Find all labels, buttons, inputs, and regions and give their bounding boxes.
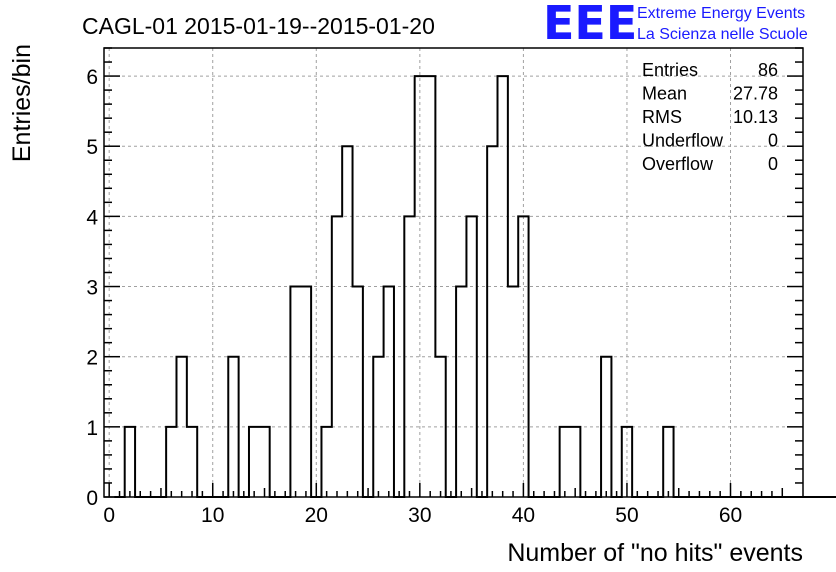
axis-ticks: [104, 47, 803, 498]
histogram-bin: [415, 76, 425, 497]
stats-value: 27.78: [733, 84, 778, 104]
stats-value: 0: [768, 131, 778, 151]
stats-value: 0: [768, 154, 778, 174]
stats-value: 10.13: [733, 107, 778, 127]
stats-label: RMS: [642, 107, 682, 127]
x-axis-title: Number of "no hits" events: [507, 539, 803, 567]
histogram-bin: [435, 357, 445, 497]
histogram-bin: [570, 427, 580, 497]
histogram-bin: [321, 427, 331, 497]
logo-line-1: Extreme Energy Events: [637, 5, 805, 22]
histogram-bin: [301, 287, 311, 497]
chart-title: CAGL-01 2015-01-19--2015-01-20: [82, 13, 435, 39]
x-tick-label: 0: [103, 504, 115, 527]
stats-value: 86: [758, 60, 778, 80]
y-tick-label: 0: [86, 487, 98, 510]
histogram-bin: [176, 357, 186, 497]
y-tick-label: 6: [86, 66, 98, 89]
x-tick-label: 10: [201, 504, 224, 527]
histogram-bin: [560, 427, 570, 497]
y-tick-label: 3: [86, 277, 98, 300]
histogram-bars: [114, 75, 836, 498]
tick-labels: 0 10 20 30 40 50 60 0 1 2 3 4 5 6: [86, 66, 742, 527]
histogram-bin: [384, 287, 394, 497]
histogram-bin: [332, 216, 342, 497]
histogram-bin: [342, 146, 352, 497]
histogram-bin: [249, 427, 259, 497]
logo-line-2: La Scienza nelle Scuole: [637, 26, 808, 43]
stats-label: Overflow: [642, 154, 714, 174]
y-tick-label: 5: [86, 136, 98, 159]
histogram-bin: [466, 216, 476, 497]
y-tick-label: 1: [86, 417, 98, 440]
eee-logo: EEE Extreme Energy Events La Scienza nel…: [543, 0, 808, 50]
x-tick-label: 40: [512, 504, 535, 527]
y-tick-label: 2: [86, 347, 98, 370]
histogram-bin: [259, 427, 269, 497]
logo-mark: EEE: [543, 0, 637, 50]
histogram-outline: [114, 75, 836, 498]
histogram-bin: [518, 216, 528, 497]
histogram-bin: [456, 287, 466, 497]
stats-label: Mean: [642, 84, 687, 104]
histogram-bin: [663, 427, 673, 497]
histogram-bin: [498, 76, 508, 497]
histogram-bin: [404, 216, 414, 497]
histogram-bin: [228, 357, 238, 497]
x-tick-label: 30: [408, 504, 431, 527]
x-tick-label: 20: [305, 504, 328, 527]
histogram-bin: [290, 287, 300, 497]
stats-box: Entries 86 Mean 27.78 RMS 10.13 Underflow 0 Over…: [642, 60, 778, 174]
histogram-bin: [508, 287, 518, 497]
plot-frame: [103, 47, 804, 498]
histogram-bin: [187, 427, 197, 497]
y-axis-title: Entries/bin: [8, 44, 36, 162]
x-tick-label: 50: [615, 504, 638, 527]
histogram-bin: [166, 427, 176, 497]
grid-lines: [104, 48, 803, 497]
histogram-bin: [353, 287, 363, 497]
histogram-bin: [601, 357, 611, 497]
histogram-bin: [425, 76, 435, 497]
x-tick-label: 60: [719, 504, 742, 527]
stats-label: Underflow: [642, 131, 724, 151]
y-tick-label: 4: [86, 206, 98, 229]
histogram-bin: [125, 427, 135, 497]
histogram-bin: [373, 357, 383, 497]
histogram-bin: [487, 146, 497, 497]
stats-label: Entries: [642, 60, 698, 80]
